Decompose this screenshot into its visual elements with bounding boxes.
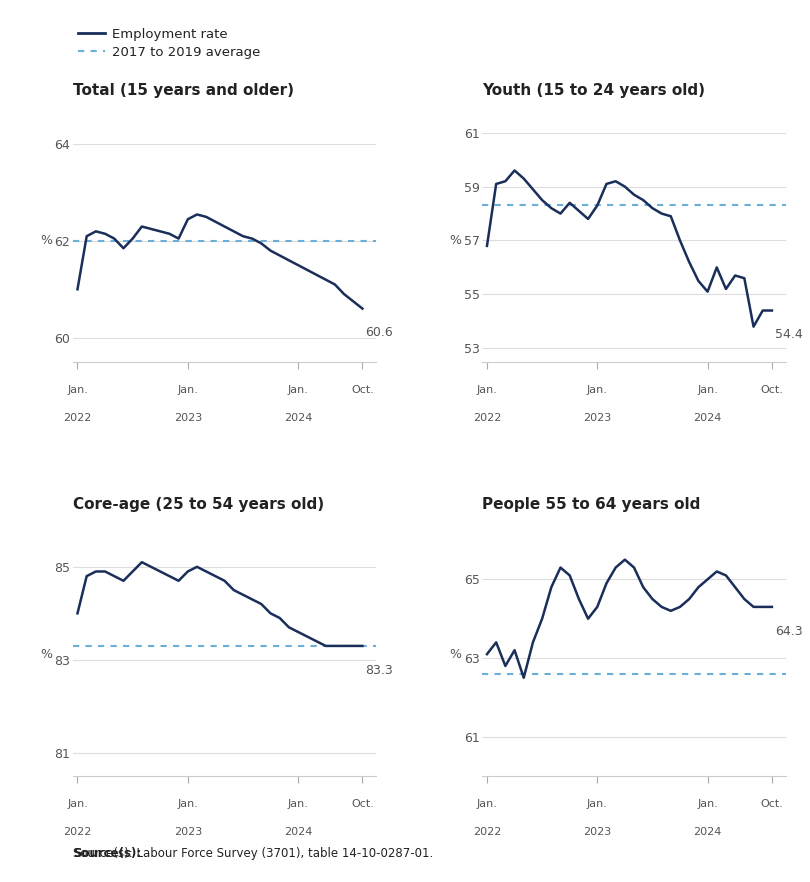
Legend: Employment rate, 2017 to 2019 average: Employment rate, 2017 to 2019 average bbox=[73, 22, 266, 64]
Text: 2024: 2024 bbox=[284, 413, 313, 422]
Text: 2022: 2022 bbox=[63, 827, 92, 837]
Text: Oct.: Oct. bbox=[351, 385, 374, 395]
Y-axis label: %: % bbox=[450, 648, 462, 662]
Text: Core-age (25 to 54 years old): Core-age (25 to 54 years old) bbox=[73, 497, 324, 512]
Text: Jan.: Jan. bbox=[476, 385, 497, 395]
Y-axis label: %: % bbox=[450, 234, 461, 247]
Text: 2024: 2024 bbox=[693, 413, 722, 422]
Text: 54.4: 54.4 bbox=[774, 328, 803, 341]
Text: 2022: 2022 bbox=[473, 827, 501, 837]
Text: Oct.: Oct. bbox=[351, 799, 374, 809]
Text: Source(s):: Source(s): bbox=[73, 847, 141, 860]
Text: Jan.: Jan. bbox=[697, 799, 718, 809]
Text: Total (15 years and older): Total (15 years and older) bbox=[73, 83, 294, 98]
Text: Oct.: Oct. bbox=[761, 385, 783, 395]
Text: People 55 to 64 years old: People 55 to 64 years old bbox=[483, 497, 701, 512]
Text: 2023: 2023 bbox=[583, 827, 612, 837]
Text: 2023: 2023 bbox=[173, 413, 202, 422]
Text: Source(s): Labour Force Survey (3701), table 14-10-0287-01.: Source(s): Labour Force Survey (3701), t… bbox=[73, 847, 433, 860]
Text: Jan.: Jan. bbox=[67, 799, 88, 809]
Text: Jan.: Jan. bbox=[177, 799, 198, 809]
Text: Jan.: Jan. bbox=[288, 799, 309, 809]
Text: 83.3: 83.3 bbox=[365, 664, 393, 676]
Text: Jan.: Jan. bbox=[697, 385, 718, 395]
Text: Jan.: Jan. bbox=[586, 385, 608, 395]
Text: Jan.: Jan. bbox=[586, 799, 608, 809]
Text: Oct.: Oct. bbox=[761, 799, 783, 809]
Text: 2024: 2024 bbox=[693, 827, 722, 837]
Text: 60.6: 60.6 bbox=[365, 326, 393, 340]
Y-axis label: %: % bbox=[40, 648, 52, 662]
Text: Jan.: Jan. bbox=[288, 385, 309, 395]
Y-axis label: %: % bbox=[40, 234, 52, 247]
Text: Jan.: Jan. bbox=[67, 385, 88, 395]
Text: Jan.: Jan. bbox=[177, 385, 198, 395]
Text: Jan.: Jan. bbox=[476, 799, 497, 809]
Text: 2023: 2023 bbox=[583, 413, 612, 422]
Text: 64.3: 64.3 bbox=[774, 624, 802, 638]
Text: 2022: 2022 bbox=[63, 413, 92, 422]
Text: 2024: 2024 bbox=[284, 827, 313, 837]
Text: Youth (15 to 24 years old): Youth (15 to 24 years old) bbox=[483, 83, 706, 98]
Text: 2023: 2023 bbox=[173, 827, 202, 837]
Text: 2022: 2022 bbox=[473, 413, 501, 422]
